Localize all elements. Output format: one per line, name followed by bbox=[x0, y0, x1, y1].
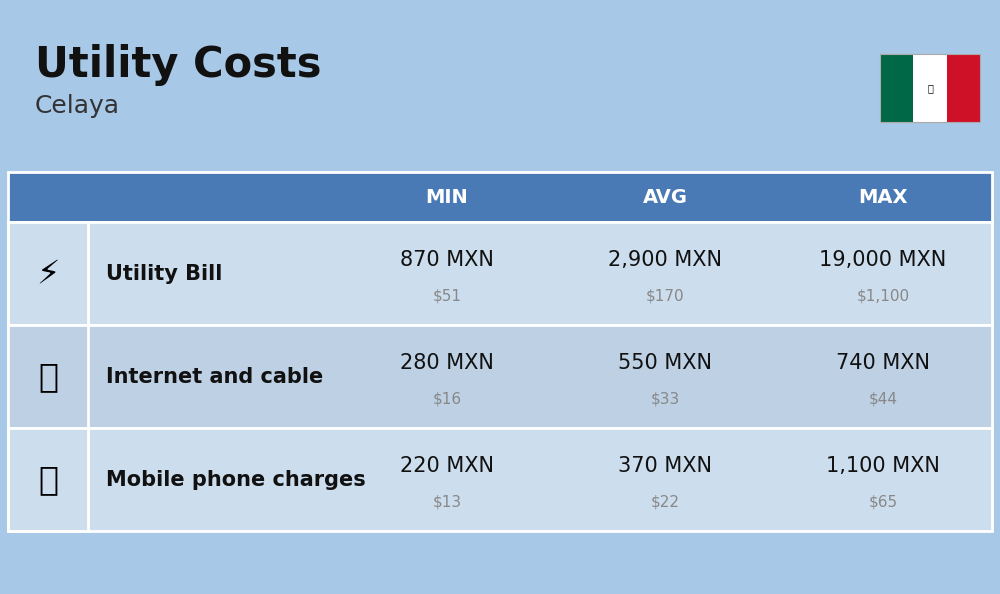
FancyBboxPatch shape bbox=[947, 54, 980, 122]
Text: 1,100 MXN: 1,100 MXN bbox=[826, 456, 940, 476]
Text: 550 MXN: 550 MXN bbox=[618, 352, 712, 372]
Text: 280 MXN: 280 MXN bbox=[400, 352, 494, 372]
Text: 220 MXN: 220 MXN bbox=[400, 456, 494, 476]
FancyBboxPatch shape bbox=[8, 222, 992, 325]
FancyBboxPatch shape bbox=[8, 222, 88, 325]
Text: Utility Costs: Utility Costs bbox=[35, 44, 322, 86]
Text: $1,100: $1,100 bbox=[856, 288, 910, 303]
Text: $33: $33 bbox=[650, 391, 680, 406]
Text: 🦅: 🦅 bbox=[927, 83, 933, 93]
Text: 📶: 📶 bbox=[38, 360, 58, 393]
FancyBboxPatch shape bbox=[880, 54, 913, 122]
Text: 870 MXN: 870 MXN bbox=[400, 249, 494, 270]
Text: ⚡: ⚡ bbox=[36, 257, 60, 290]
Text: $44: $44 bbox=[868, 391, 897, 406]
FancyBboxPatch shape bbox=[913, 54, 947, 122]
Text: $51: $51 bbox=[432, 288, 462, 303]
FancyBboxPatch shape bbox=[8, 325, 992, 428]
Text: 740 MXN: 740 MXN bbox=[836, 352, 930, 372]
Text: Utility Bill: Utility Bill bbox=[106, 264, 222, 283]
Text: AVG: AVG bbox=[642, 188, 688, 207]
Text: $170: $170 bbox=[646, 288, 684, 303]
FancyBboxPatch shape bbox=[8, 325, 88, 428]
Text: $22: $22 bbox=[650, 494, 680, 509]
Text: 📱: 📱 bbox=[38, 463, 58, 496]
Text: $65: $65 bbox=[868, 494, 898, 509]
FancyBboxPatch shape bbox=[8, 172, 992, 222]
Text: 19,000 MXN: 19,000 MXN bbox=[819, 249, 947, 270]
FancyBboxPatch shape bbox=[8, 428, 88, 531]
Text: Internet and cable: Internet and cable bbox=[106, 366, 323, 387]
Text: Celaya: Celaya bbox=[35, 94, 120, 118]
FancyBboxPatch shape bbox=[8, 428, 992, 531]
Text: 2,900 MXN: 2,900 MXN bbox=[608, 249, 722, 270]
Text: MAX: MAX bbox=[858, 188, 908, 207]
Text: Mobile phone charges: Mobile phone charges bbox=[106, 469, 366, 489]
Text: MIN: MIN bbox=[426, 188, 468, 207]
Text: $16: $16 bbox=[432, 391, 462, 406]
Text: 370 MXN: 370 MXN bbox=[618, 456, 712, 476]
Text: $13: $13 bbox=[432, 494, 462, 509]
